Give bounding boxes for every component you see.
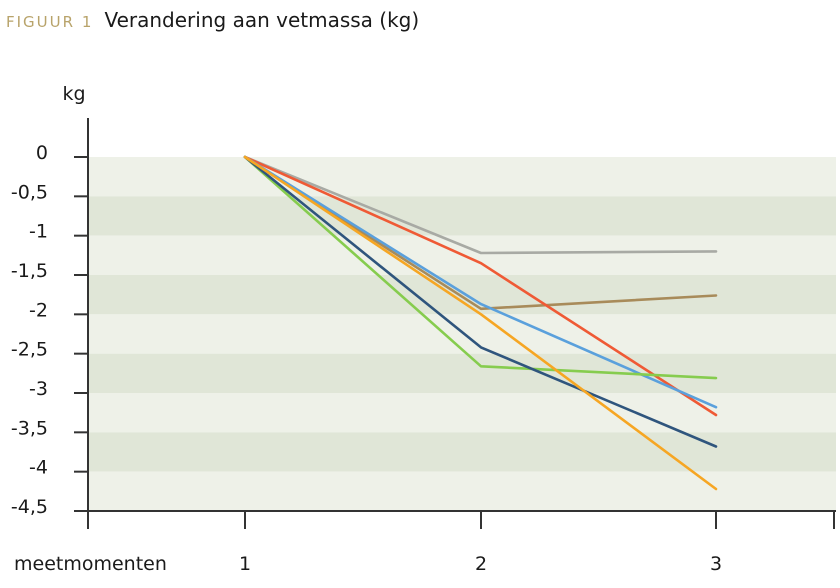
series-line (243, 155, 718, 491)
series-line (243, 155, 718, 255)
grid-band (88, 393, 836, 433)
series-line (243, 155, 718, 380)
grid-band (88, 275, 836, 315)
y-tick-label: -3,5 (11, 417, 48, 439)
grid-band (88, 432, 836, 472)
x-tick-label: 3 (710, 553, 722, 575)
x-tick-label: 1 (239, 553, 251, 575)
figure-title-row: FIGUUR 1 Verandering aan vetmassa (kg) (6, 8, 419, 32)
series-line (243, 155, 718, 311)
data-series (243, 155, 718, 491)
y-axis-label: kg (62, 83, 85, 105)
y-tick-label: -1 (29, 221, 48, 243)
series-line (243, 155, 718, 448)
figure-title: Verandering aan vetmassa (kg) (104, 8, 420, 32)
series-line (243, 155, 718, 409)
x-tick-label: 2 (475, 553, 487, 575)
grid-band (88, 314, 836, 354)
y-tick-label: -3 (29, 378, 48, 400)
y-axis: kg 0 -0,5 -1 -1,5 -2 -2,5 -3 -3,5 -4 -4,5 (11, 83, 89, 518)
y-tick-label: -4 (29, 457, 48, 479)
series-line (243, 155, 718, 417)
figure-label: FIGUUR 1 (6, 13, 94, 31)
grid-bands (88, 157, 836, 511)
y-tick-label: 0 (36, 142, 48, 164)
y-tick-label: -1,5 (11, 260, 48, 282)
y-tick-label: -2,5 (11, 339, 48, 361)
x-axis-label: meetmomenten (14, 553, 167, 575)
y-tick-label: -4,5 (11, 496, 48, 518)
y-tick-label: -0,5 (11, 181, 48, 203)
x-axis: 1 2 3 meetmomenten (14, 510, 836, 575)
grid-band (88, 353, 836, 393)
grid-band (88, 157, 836, 197)
grid-band (88, 471, 836, 511)
grid-band (88, 196, 836, 236)
y-tick-label: -2 (29, 299, 48, 321)
